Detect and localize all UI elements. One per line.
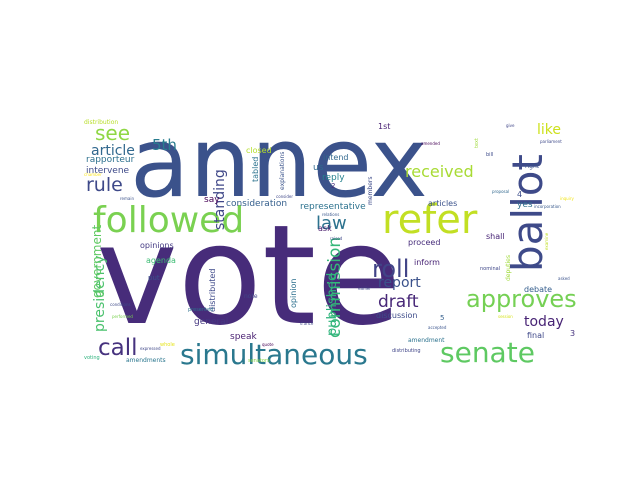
cloud-word-examine: examine — [544, 232, 549, 250]
cloud-word-presidency: presidency — [92, 256, 108, 333]
cloud-word-published: published — [325, 273, 340, 336]
cloud-word-debate: debate — [524, 285, 552, 294]
cloud-word-voting: voting — [84, 355, 100, 361]
cloud-word-proposal: proposal — [492, 189, 509, 194]
cloud-word-1st: 1st — [378, 122, 390, 131]
cloud-word-expressed: expressed — [140, 346, 161, 351]
cloud-word-final: final — [527, 331, 544, 340]
cloud-word-intervene: intervene — [86, 166, 130, 176]
cloud-word-standing: standing — [212, 169, 228, 230]
cloud-word-report: report — [378, 275, 421, 291]
cloud-word-agenda: agenda — [146, 256, 176, 265]
cloud-word-deputies: deputies — [505, 255, 512, 281]
cloud-word-raised: raised — [330, 236, 343, 241]
cloud-word-shall: shall — [486, 232, 505, 241]
cloud-word-inquiry: inquiry — [560, 196, 574, 201]
cloud-word-refer: refer — [382, 197, 478, 243]
cloud-word-earlier: earlier — [358, 286, 371, 291]
cloud-word-d-ance: d'ance — [300, 321, 314, 326]
cloud-word-conditions: conditions — [110, 302, 131, 307]
cloud-word-received: received — [405, 162, 474, 181]
cloud-word-accepted: accepted — [428, 325, 447, 330]
cloud-word-remain: remain — [120, 196, 134, 201]
cloud-word-discussion: discussion — [376, 311, 417, 320]
cloud-word-senators: senators — [248, 358, 270, 364]
cloud-word-distribution: distribution — [84, 119, 118, 126]
cloud-word-amendment: amendment — [408, 337, 445, 344]
cloud-word-ask: ask — [318, 224, 332, 233]
cloud-word-5: 5 — [440, 314, 444, 322]
cloud-word-rapporteur: rapporteur — [86, 155, 135, 165]
cloud-word-reply: reply — [322, 173, 345, 183]
cloud-word-tabled: tabled — [251, 157, 260, 182]
cloud-word-text: text — [474, 138, 480, 148]
cloud-word-speak: speak — [230, 332, 257, 342]
cloud-word-today: today — [524, 314, 564, 330]
cloud-word-article: article — [91, 143, 135, 159]
cloud-word-5th: 5th — [152, 136, 177, 154]
cloud-word-government: government — [90, 225, 104, 298]
cloud-word-asked: asked — [558, 276, 570, 281]
cloud-word-followed: followed — [93, 200, 244, 241]
cloud-word-vote: vote — [96, 195, 401, 356]
cloud-word-amended: amended — [421, 141, 440, 146]
cloud-word-parliament: parliament — [540, 139, 562, 144]
cloud-word-quote: quote — [262, 342, 274, 347]
cloud-word-incorporation: incorporation — [534, 204, 561, 209]
cloud-word-call: call — [98, 335, 138, 361]
cloud-word-session: session — [498, 314, 513, 319]
cloud-word-law: law — [316, 213, 347, 234]
cloud-word-2: 2 — [331, 182, 335, 190]
cloud-word-consideration: consideration — [226, 199, 287, 209]
cloud-word-distributed: distributed — [208, 269, 217, 312]
word-cloud-background — [80, 115, 560, 365]
cloud-word-simultaneous: simultaneous — [180, 338, 368, 371]
cloud-word-commission: commission — [325, 237, 345, 338]
cloud-word-draft: draft — [378, 292, 419, 312]
cloud-word-note: note — [244, 293, 258, 300]
cloud-word-like: like — [537, 122, 561, 138]
cloud-word-bill: bill — [486, 152, 493, 158]
cloud-word-say: say — [204, 195, 220, 205]
cloud-word-opinion: opinion — [289, 279, 298, 308]
cloud-word-distributing: distributing — [392, 348, 421, 354]
cloud-word-annex: annex — [130, 106, 428, 219]
cloud-word-approves: approves — [466, 285, 577, 313]
cloud-word-inform: inform — [414, 258, 440, 267]
cloud-word-yes: yes — [517, 200, 533, 210]
cloud-word-roll: roll — [372, 255, 409, 283]
cloud-word-opinions: opinions — [140, 241, 174, 250]
cloud-word-relations: relations — [322, 212, 339, 217]
cloud-word-proceed: proceed — [408, 238, 440, 247]
cloud-word-right: right — [525, 163, 540, 170]
cloud-word-see: see — [95, 121, 130, 145]
cloud-word-closed: closed — [246, 146, 272, 155]
cloud-word-nominal: nominal — [480, 266, 500, 272]
cloud-word-performed: performed — [112, 314, 133, 319]
cloud-word-4: 4 — [517, 190, 522, 199]
cloud-word-general: general — [194, 317, 228, 327]
cloud-word-whole: whole — [160, 342, 175, 348]
cloud-word-presented: presented — [188, 307, 213, 313]
cloud-word-amendments: amendments — [126, 357, 166, 364]
cloud-word-chamber: chamber — [84, 172, 102, 177]
cloud-word-explanations: explanations — [279, 152, 286, 190]
cloud-word-consider: consider — [276, 194, 293, 199]
cloud-word-rule: rule — [86, 174, 123, 196]
cloud-word-senate: senate — [440, 336, 535, 369]
cloud-word-give: give — [506, 123, 515, 128]
cloud-word-put: put — [148, 274, 160, 282]
cloud-word-intend: intend — [323, 153, 349, 162]
cloud-word-representative: representative — [300, 202, 366, 212]
cloud-word-us: us — [313, 163, 324, 173]
cloud-word-ballot: ballot — [503, 154, 552, 272]
cloud-word-articles: articles — [428, 199, 457, 208]
cloud-word-3: 3 — [570, 329, 575, 338]
cloud-word-members: members — [367, 177, 374, 205]
